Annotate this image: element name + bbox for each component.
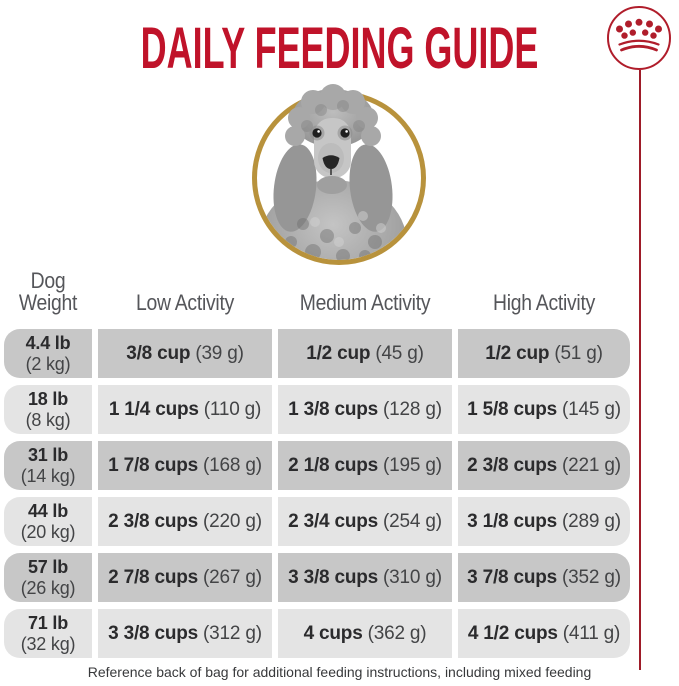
high-activity-cell: 2 3/8 cups (221 g) — [458, 441, 630, 490]
low-activity-cell: 1 7/8 cups (168 g) — [98, 441, 272, 490]
medium-activity-cell: 3 3/8 cups (310 g) — [278, 553, 452, 602]
column-header-dog-weight: Dog Weight — [18, 267, 78, 316]
medium-activity-cell: 2 3/4 cups (254 g) — [278, 497, 452, 546]
low-activity-cell: 2 7/8 cups (267 g) — [98, 553, 272, 602]
high-activity-cell: 1/2 cup (51 g) — [458, 329, 630, 378]
table-body: 4.4 lb (2 kg) 3/8 cup (39 g) 1/2 cup (45 g)… — [4, 329, 630, 658]
page-title: DAILY FEEDING GUIDE — [140, 16, 539, 81]
low-activity-cell: 3 3/8 cups (312 g) — [98, 609, 272, 658]
table-row: 57 lb (26 kg) 2 7/8 cups (267 g) 3 3/8 cup… — [4, 553, 630, 602]
poodle-image — [252, 84, 426, 265]
table-header-row: Dog Weight Low Activity Medium Activity … — [4, 265, 630, 315]
column-header-high-activity: High Activity — [492, 290, 595, 316]
column-header-medium-activity: Medium Activity — [299, 290, 431, 316]
weight-cell: 57 lb (26 kg) — [4, 553, 92, 602]
medium-activity-cell: 1 3/8 cups (128 g) — [278, 385, 452, 434]
crown-logo-icon — [607, 6, 671, 70]
weight-cell: 4.4 lb (2 kg) — [4, 329, 92, 378]
high-activity-cell: 3 1/8 cups (289 g) — [458, 497, 630, 546]
medium-activity-cell: 2 1/8 cups (195 g) — [278, 441, 452, 490]
low-activity-cell: 3/8 cup (39 g) — [98, 329, 272, 378]
low-activity-cell: 1 1/4 cups (110 g) — [98, 385, 272, 434]
low-activity-cell: 2 3/8 cups (220 g) — [98, 497, 272, 546]
brand-vertical-line — [639, 70, 641, 670]
high-activity-cell: 4 1/2 cups (411 g) — [458, 609, 630, 658]
weight-cell: 18 lb (8 kg) — [4, 385, 92, 434]
medium-activity-cell: 4 cups (362 g) — [278, 609, 452, 658]
table-row: 31 lb (14 kg) 1 7/8 cups (168 g) 2 1/8 cup… — [4, 441, 630, 490]
table-row: 44 lb (20 kg) 2 3/8 cups (220 g) 2 3/4 cup… — [4, 497, 630, 546]
table-row: 18 lb (8 kg) 1 1/4 cups (110 g) 1 3/8 cups… — [4, 385, 630, 434]
medium-activity-cell: 1/2 cup (45 g) — [278, 329, 452, 378]
table-row: 4.4 lb (2 kg) 3/8 cup (39 g) 1/2 cup (45 g)… — [4, 329, 630, 378]
weight-cell: 44 lb (20 kg) — [4, 497, 92, 546]
footer-note: Reference back of bag for additional fee… — [87, 664, 592, 680]
high-activity-cell: 1 5/8 cups (145 g) — [458, 385, 630, 434]
column-header-low-activity: Low Activity — [136, 290, 234, 316]
weight-cell: 71 lb (32 kg) — [4, 609, 92, 658]
feeding-table: Dog Weight Low Activity Medium Activity … — [4, 265, 630, 665]
table-row: 71 lb (32 kg) 3 3/8 cups (312 g) 4 cups (36… — [4, 609, 630, 658]
weight-cell: 31 lb (14 kg) — [4, 441, 92, 490]
high-activity-cell: 3 7/8 cups (352 g) — [458, 553, 630, 602]
